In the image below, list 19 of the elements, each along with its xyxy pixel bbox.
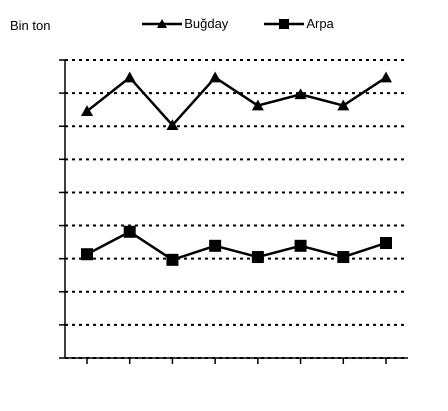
point	[81, 248, 93, 260]
point	[252, 100, 264, 110]
point	[380, 72, 392, 82]
legend-label: Buğday	[183, 16, 228, 31]
point	[252, 251, 264, 264]
point	[81, 105, 93, 116]
point	[209, 240, 222, 252]
point	[124, 72, 136, 82]
point	[209, 72, 222, 82]
legend-label: Arpa	[305, 16, 334, 31]
point	[124, 226, 136, 238]
point	[166, 254, 178, 266]
point	[294, 240, 307, 252]
point	[380, 237, 392, 250]
point	[166, 119, 178, 130]
y-axis-title: Bin ton	[10, 18, 50, 33]
point	[337, 100, 350, 110]
point	[294, 88, 307, 100]
point	[337, 251, 350, 264]
